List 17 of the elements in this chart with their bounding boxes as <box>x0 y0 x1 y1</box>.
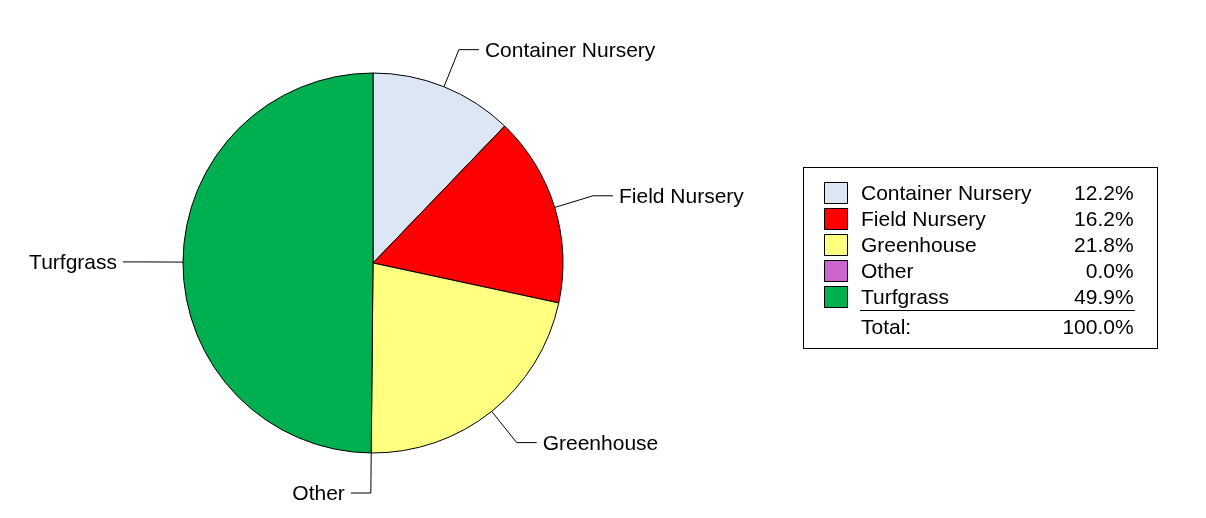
text: 100.0% <box>1061 310 1135 340</box>
text: Total: <box>860 310 1062 340</box>
legend-label: Other <box>860 258 915 284</box>
data-label: 16.2% <box>1073 206 1135 232</box>
text: 0.0% <box>1085 259 1134 282</box>
legend-label: Turfgrass <box>860 284 950 310</box>
legend-label: Container Nursery <box>860 180 1033 206</box>
slice-label: Container Nursery <box>484 37 656 61</box>
legend-label: Greenhouse <box>860 232 978 258</box>
data-label: 12.2% <box>1073 180 1135 206</box>
data-label: 21.8% <box>1073 232 1135 258</box>
category-label: Other <box>292 480 345 504</box>
slice-label: Greenhouse <box>542 430 659 454</box>
data-label: 49.9% <box>1073 284 1135 310</box>
slice-label: Field Nursery <box>618 183 745 207</box>
legend-label: Field Nursery <box>860 206 987 232</box>
slice-label: Turfgrass <box>29 249 117 273</box>
